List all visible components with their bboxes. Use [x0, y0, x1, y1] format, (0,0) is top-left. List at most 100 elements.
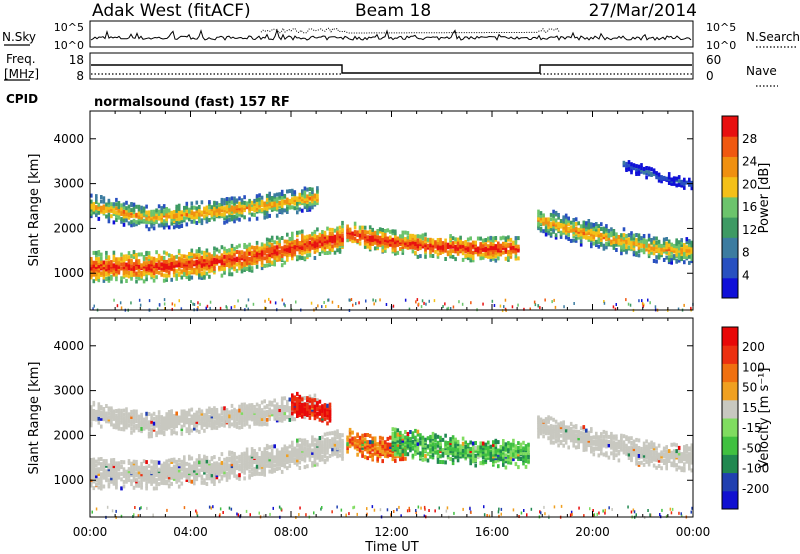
echo-cell	[122, 222, 126, 227]
echo-cell	[97, 409, 101, 414]
echo-cell	[502, 241, 505, 246]
echo-cell	[203, 261, 206, 266]
echo-cell	[288, 198, 292, 203]
echo-cell	[620, 243, 623, 248]
echo-cell	[376, 235, 379, 240]
echo-cell	[110, 267, 113, 272]
echo-cell	[165, 251, 168, 256]
echo-cell	[115, 424, 118, 429]
echo-cell	[238, 476, 241, 481]
echo-cell	[316, 186, 319, 191]
echo-cell	[258, 193, 261, 198]
echo-cell	[95, 482, 98, 487]
echo-cell	[288, 241, 292, 246]
echo-cell	[667, 181, 671, 185]
echo-cell	[336, 230, 339, 235]
echo-cell	[331, 227, 334, 232]
echo-cell	[288, 458, 292, 463]
echo-cell	[331, 231, 334, 236]
echo-cell	[260, 463, 264, 468]
echo-cell	[298, 466, 302, 470]
echo-cell	[301, 240, 304, 245]
echo-cell	[225, 203, 229, 208]
echo-cell	[265, 417, 269, 422]
echo-cell	[180, 481, 184, 486]
echo-cell	[193, 475, 196, 479]
echo-cell	[125, 420, 128, 425]
nsearch-label: N.Search	[746, 30, 800, 44]
echo-cell	[265, 243, 269, 248]
echo-cell	[303, 256, 307, 261]
echo-cell	[185, 478, 189, 482]
echo-cell	[188, 465, 191, 470]
echo-cell	[117, 264, 121, 269]
echo-cell	[338, 232, 342, 237]
echo-cell	[175, 260, 178, 265]
echo-cell	[306, 246, 309, 251]
echo-cell	[650, 238, 653, 242]
echo-cell	[386, 241, 390, 246]
echo-cell	[376, 442, 379, 447]
echo-cell	[198, 429, 201, 434]
echo-cell	[683, 182, 686, 187]
echo-cell	[220, 257, 224, 262]
echo-cell	[303, 438, 307, 443]
noise-speckle	[372, 298, 374, 302]
power-echoes	[90, 160, 694, 313]
echo-cell	[255, 407, 259, 412]
echo-cell	[348, 233, 352, 238]
echo-cell	[351, 436, 354, 441]
echo-cell	[406, 241, 410, 246]
echo-cell	[213, 455, 216, 460]
echo-cell	[376, 245, 379, 249]
echo-cell	[117, 413, 121, 418]
echo-cell	[446, 250, 450, 255]
echo-cell	[667, 251, 671, 256]
echo-cell	[172, 270, 176, 274]
echo-cell	[155, 486, 158, 491]
echo-cell	[155, 275, 158, 280]
echo-cell	[554, 210, 558, 215]
echo-cell	[469, 242, 472, 247]
echo-cell	[323, 234, 327, 239]
echo-cell	[215, 471, 219, 476]
echo-cell	[245, 447, 249, 452]
echo-cell	[434, 445, 437, 450]
echo-cell	[484, 242, 488, 247]
echo-cell	[358, 448, 362, 452]
echo-cell	[356, 452, 359, 457]
echo-cell	[308, 187, 312, 192]
echo-cell	[268, 204, 271, 209]
echo-cell	[102, 417, 106, 422]
echo-cell	[286, 453, 289, 458]
echo-cell	[632, 249, 636, 254]
noise-speckle	[274, 301, 277, 305]
echo-cell	[188, 479, 191, 483]
echo-cell	[260, 412, 264, 417]
echo-cell	[183, 423, 186, 428]
echo-cell	[265, 443, 269, 448]
echo-cell	[356, 239, 359, 243]
echo-cell	[95, 470, 98, 475]
noise-speckle	[352, 303, 354, 307]
noise-speckle	[501, 309, 504, 313]
echo-cell	[409, 441, 412, 446]
echo-cell	[188, 431, 191, 436]
echo-cell	[293, 200, 297, 205]
echo-cell	[338, 238, 342, 243]
echo-cell	[205, 421, 209, 426]
echo-cell	[238, 263, 241, 268]
nave-tick-top: 60	[706, 53, 721, 67]
echo-cell	[223, 270, 226, 275]
echo-cell	[142, 212, 146, 217]
echo-cell	[150, 224, 153, 229]
echo-cell	[233, 452, 236, 456]
noise-speckle	[197, 301, 199, 305]
echo-cell	[140, 470, 143, 475]
echo-cell	[381, 237, 384, 242]
echo-cell	[288, 450, 292, 455]
echo-cell	[165, 470, 168, 475]
echo-cell	[190, 418, 194, 423]
echo-cell	[316, 235, 319, 240]
echo-cell	[680, 250, 683, 255]
